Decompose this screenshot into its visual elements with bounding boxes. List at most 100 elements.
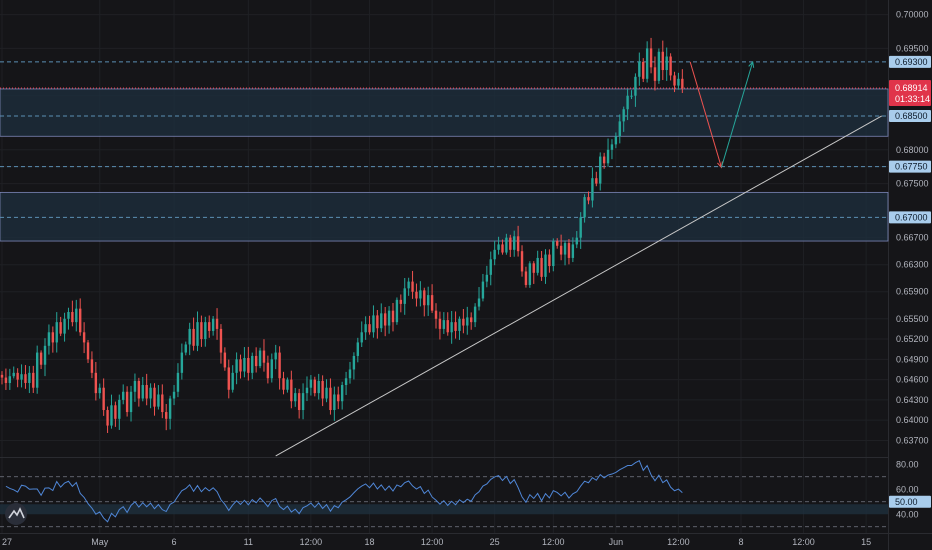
candle[interactable] bbox=[200, 315, 203, 347]
candle[interactable] bbox=[325, 379, 328, 403]
candle[interactable] bbox=[254, 347, 258, 373]
candle[interactable] bbox=[227, 359, 230, 399]
candle[interactable] bbox=[4, 368, 8, 390]
candle[interactable] bbox=[626, 88, 629, 121]
candle[interactable] bbox=[71, 300, 74, 327]
candle[interactable] bbox=[219, 324, 223, 364]
candle[interactable] bbox=[235, 352, 238, 385]
candle[interactable] bbox=[567, 238, 571, 265]
candle[interactable] bbox=[520, 245, 524, 277]
candle[interactable] bbox=[24, 365, 27, 389]
candle[interactable] bbox=[477, 287, 481, 311]
level-price-badge[interactable] bbox=[889, 211, 931, 224]
projection-up-arrow[interactable] bbox=[720, 61, 754, 168]
candle[interactable] bbox=[12, 366, 15, 379]
candle[interactable] bbox=[305, 376, 309, 402]
candle[interactable] bbox=[575, 231, 578, 249]
projection-path[interactable] bbox=[689, 60, 755, 169]
candle[interactable] bbox=[208, 315, 211, 338]
current-price-badge[interactable] bbox=[889, 80, 931, 107]
candle[interactable] bbox=[75, 299, 78, 332]
candle[interactable] bbox=[192, 317, 195, 351]
candle[interactable] bbox=[106, 406, 109, 433]
candle[interactable] bbox=[645, 41, 649, 83]
candle[interactable] bbox=[516, 225, 520, 257]
candle[interactable] bbox=[79, 298, 82, 336]
candle[interactable] bbox=[211, 316, 215, 336]
candle[interactable] bbox=[681, 69, 684, 94]
candle[interactable] bbox=[55, 312, 58, 353]
candle[interactable] bbox=[35, 345, 39, 394]
candle[interactable] bbox=[426, 286, 430, 316]
candle[interactable] bbox=[196, 311, 199, 352]
candle[interactable] bbox=[98, 383, 101, 399]
candle[interactable] bbox=[470, 312, 473, 330]
candle[interactable] bbox=[161, 384, 164, 419]
supply-demand-zone[interactable] bbox=[0, 191, 889, 242]
candle[interactable] bbox=[407, 277, 410, 296]
candle[interactable] bbox=[165, 403, 168, 431]
candle[interactable] bbox=[387, 306, 391, 334]
oscillator-line[interactable] bbox=[5, 459, 683, 523]
candle[interactable] bbox=[571, 237, 575, 263]
candle[interactable] bbox=[278, 346, 281, 390]
candle[interactable] bbox=[376, 309, 379, 339]
candle[interactable] bbox=[262, 339, 266, 372]
candle[interactable] bbox=[239, 354, 242, 379]
candle[interactable] bbox=[642, 58, 645, 83]
candle[interactable] bbox=[282, 371, 285, 395]
candle[interactable] bbox=[544, 249, 547, 284]
candle[interactable] bbox=[614, 132, 618, 149]
candle[interactable] bbox=[595, 171, 598, 187]
candle[interactable] bbox=[599, 152, 602, 191]
price-axis[interactable]: 0.700000.695000.688000.685000.680000.677… bbox=[889, 10, 931, 520]
candle[interactable] bbox=[47, 324, 51, 355]
candle[interactable] bbox=[638, 52, 641, 86]
candle[interactable] bbox=[618, 114, 621, 144]
candle[interactable] bbox=[430, 284, 434, 313]
candle[interactable] bbox=[59, 316, 62, 337]
supply-demand-zone[interactable] bbox=[0, 88, 889, 137]
candle[interactable] bbox=[137, 377, 141, 407]
candle[interactable] bbox=[102, 378, 105, 416]
candle[interactable] bbox=[204, 316, 207, 347]
candle[interactable] bbox=[532, 261, 535, 284]
candle[interactable] bbox=[419, 281, 422, 307]
candle[interactable] bbox=[364, 316, 367, 340]
candle[interactable] bbox=[556, 238, 559, 249]
candle[interactable] bbox=[32, 365, 35, 393]
candle[interactable] bbox=[110, 394, 113, 429]
candle[interactable] bbox=[493, 240, 496, 266]
candle[interactable] bbox=[540, 250, 543, 281]
candle[interactable] bbox=[602, 152, 606, 169]
candle[interactable] bbox=[434, 303, 438, 329]
candle[interactable] bbox=[114, 401, 117, 427]
candle[interactable] bbox=[0, 371, 4, 385]
candle[interactable] bbox=[94, 361, 98, 401]
candle[interactable] bbox=[352, 352, 356, 380]
candle[interactable] bbox=[677, 72, 680, 90]
candle[interactable] bbox=[536, 250, 539, 276]
candle[interactable] bbox=[297, 388, 301, 419]
candle[interactable] bbox=[669, 53, 672, 81]
candle[interactable] bbox=[591, 167, 594, 208]
candle[interactable] bbox=[149, 383, 152, 409]
candle[interactable] bbox=[657, 48, 661, 84]
candle[interactable] bbox=[90, 351, 94, 379]
candle[interactable] bbox=[395, 297, 399, 325]
candle[interactable] bbox=[509, 234, 512, 258]
candle[interactable] bbox=[481, 273, 485, 302]
candle[interactable] bbox=[294, 387, 297, 407]
candle[interactable] bbox=[43, 338, 47, 377]
candle[interactable] bbox=[333, 386, 336, 421]
candle[interactable] bbox=[634, 73, 637, 107]
candle[interactable] bbox=[321, 375, 324, 407]
candle[interactable] bbox=[86, 339, 90, 364]
candle[interactable] bbox=[528, 261, 532, 288]
level-price-badge[interactable] bbox=[889, 109, 931, 122]
candle[interactable] bbox=[653, 56, 657, 91]
candle[interactable] bbox=[356, 337, 360, 363]
candle[interactable] bbox=[559, 234, 563, 261]
candle[interactable] bbox=[438, 311, 442, 340]
